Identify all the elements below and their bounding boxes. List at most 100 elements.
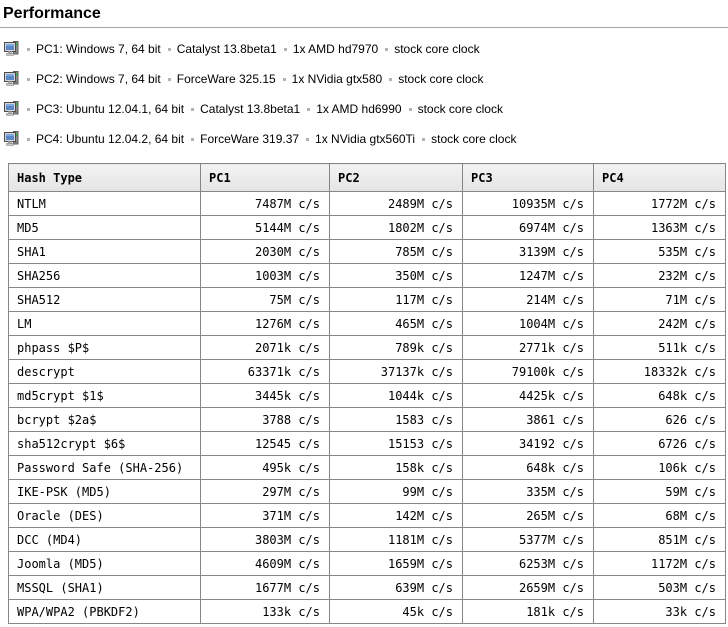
separator-dot xyxy=(307,107,311,111)
hash-type-cell: SHA1 xyxy=(8,239,201,264)
title-divider xyxy=(0,27,728,28)
machine-list: PC1: Windows 7, 64 bit Catalyst 13.8beta1… xyxy=(4,41,728,147)
column-header: PC2 xyxy=(329,163,463,192)
value-cell: 1363M c/s xyxy=(593,215,726,240)
machine-spec-text: stock core clock xyxy=(431,132,517,146)
separator-dot xyxy=(191,107,195,111)
workstation-icon xyxy=(4,41,19,56)
value-cell: 6974M c/s xyxy=(462,215,594,240)
value-cell: 1172M c/s xyxy=(593,551,726,576)
column-header: Hash Type xyxy=(8,163,201,192)
separator-dot xyxy=(385,47,389,51)
value-cell: 232M c/s xyxy=(593,263,726,288)
value-cell: 1772M c/s xyxy=(593,191,726,216)
separator-dot xyxy=(282,77,286,81)
table-row: sha512crypt $6$ 12545 c/s 15153 c/s 34192 c… xyxy=(8,431,726,456)
value-cell: 503M c/s xyxy=(593,575,726,600)
value-cell: 15153 c/s xyxy=(329,431,463,456)
hash-type-cell: NTLM xyxy=(8,191,201,216)
hash-type-cell: sha512crypt $6$ xyxy=(8,431,201,456)
value-cell: 297M c/s xyxy=(200,479,330,504)
separator-dot xyxy=(167,47,171,51)
value-cell: 4425k c/s xyxy=(462,383,594,408)
value-cell: 2030M c/s xyxy=(200,239,330,264)
value-cell: 648k c/s xyxy=(462,455,594,480)
value-cell: 10935M c/s xyxy=(462,191,594,216)
machine-spec-text: 1x AMD hd7970 xyxy=(292,42,379,56)
table-row: Password Safe (SHA-256) 495k c/s 158k c/s 6… xyxy=(8,455,726,480)
separator-dot xyxy=(27,137,30,141)
value-cell: 535M c/s xyxy=(593,239,726,264)
value-cell: 71M c/s xyxy=(593,287,726,312)
value-cell: 371M c/s xyxy=(200,503,330,528)
value-cell: 3803M c/s xyxy=(200,527,330,552)
value-cell: 37137k c/s xyxy=(329,359,463,384)
machine-line: PC2: Windows 7, 64 bit ForceWare 325.15 1x… xyxy=(4,71,728,87)
separator-dot xyxy=(167,77,171,81)
value-cell: 789k c/s xyxy=(329,335,463,360)
table-row: MD5 5144M c/s 1802M c/s 6974M c/s 1363M c/s xyxy=(8,215,726,240)
value-cell: 3445k c/s xyxy=(200,383,330,408)
workstation-icon xyxy=(4,131,19,146)
table-row: NTLM 7487M c/s 2489M c/s 10935M c/s 1772M c/… xyxy=(8,191,726,216)
value-cell: 350M c/s xyxy=(329,263,463,288)
value-cell: 2659M c/s xyxy=(462,575,594,600)
table-row: IKE-PSK (MD5) 297M c/s 99M c/s 335M c/s 59M … xyxy=(8,479,726,504)
table-row: Joomla (MD5) 4609M c/s 1659M c/s 6253M c/s 1… xyxy=(8,551,726,576)
machine-line: PC4: Ubuntu 12.04.2, 64 bit ForceWare 319… xyxy=(4,131,728,147)
value-cell: 511k c/s xyxy=(593,335,726,360)
machine-spec-text: Catalyst 13.8beta1 xyxy=(200,102,301,116)
table-row: DCC (MD4) 3803M c/s 1181M c/s 5377M c/s 851M… xyxy=(8,527,726,552)
value-cell: 1004M c/s xyxy=(462,311,594,336)
hash-type-cell: SHA512 xyxy=(8,287,201,312)
value-cell: 158k c/s xyxy=(329,455,463,480)
machine-spec-text: stock core clock xyxy=(398,72,484,86)
value-cell: 59M c/s xyxy=(593,479,726,504)
hash-type-cell: LM xyxy=(8,311,201,336)
value-cell: 1659M c/s xyxy=(329,551,463,576)
hash-type-cell: SHA256 xyxy=(8,263,201,288)
table-header-row: Hash Type PC1 PC2 PC3 PC4 xyxy=(8,163,726,192)
separator-dot xyxy=(283,47,287,51)
value-cell: 851M c/s xyxy=(593,527,726,552)
value-cell: 214M c/s xyxy=(462,287,594,312)
value-cell: 79100k c/s xyxy=(462,359,594,384)
value-cell: 1181M c/s xyxy=(329,527,463,552)
value-cell: 6726 c/s xyxy=(593,431,726,456)
value-cell: 68M c/s xyxy=(593,503,726,528)
value-cell: 12545 c/s xyxy=(200,431,330,456)
machine-spec-text: 1x AMD hd6990 xyxy=(316,102,402,116)
machine-spec-text: 1x NVidia gtx580 xyxy=(291,72,383,86)
machine-spec-text: stock core clock xyxy=(417,102,503,116)
hash-type-cell: MSSQL (SHA1) xyxy=(8,575,201,600)
value-cell: 34192 c/s xyxy=(462,431,594,456)
machine-spec-text: 1x NVidia gtx560Ti xyxy=(315,132,416,146)
value-cell: 33k c/s xyxy=(593,599,726,624)
column-header: PC1 xyxy=(200,163,330,192)
hash-type-cell: Joomla (MD5) xyxy=(8,551,201,576)
value-cell: 335M c/s xyxy=(462,479,594,504)
value-cell: 1044k c/s xyxy=(329,383,463,408)
value-cell: 5144M c/s xyxy=(200,215,330,240)
value-cell: 117M c/s xyxy=(329,287,463,312)
value-cell: 4609M c/s xyxy=(200,551,330,576)
table-row: MSSQL (SHA1) 1677M c/s 639M c/s 2659M c/s 50… xyxy=(8,575,726,600)
table-row: WPA/WPA2 (PBKDF2) 133k c/s 45k c/s 181k c/s… xyxy=(8,599,726,624)
value-cell: 242M c/s xyxy=(593,311,726,336)
hash-type-cell: DCC (MD4) xyxy=(8,527,201,552)
value-cell: 7487M c/s xyxy=(200,191,330,216)
table-row: bcrypt $2a$ 3788 c/s 1583 c/s 3861 c/s 626 c… xyxy=(8,407,726,432)
hash-type-cell: WPA/WPA2 (PBKDF2) xyxy=(8,599,201,624)
table-row: phpass $P$ 2071k c/s 789k c/s 2771k c/s 511k… xyxy=(8,335,726,360)
value-cell: 648k c/s xyxy=(593,383,726,408)
separator-dot xyxy=(389,77,393,81)
separator-dot xyxy=(408,107,412,111)
value-cell: 2071k c/s xyxy=(200,335,330,360)
table-row: LM 1276M c/s 465M c/s 1004M c/s 242M c/s xyxy=(8,311,726,336)
value-cell: 106k c/s xyxy=(593,455,726,480)
value-cell: 18332k c/s xyxy=(593,359,726,384)
value-cell: 495k c/s xyxy=(200,455,330,480)
table-row: SHA1 2030M c/s 785M c/s 3139M c/s 535M c/s xyxy=(8,239,726,264)
page-title: Performance xyxy=(3,5,101,22)
machine-spec-text: Catalyst 13.8beta1 xyxy=(176,42,277,56)
